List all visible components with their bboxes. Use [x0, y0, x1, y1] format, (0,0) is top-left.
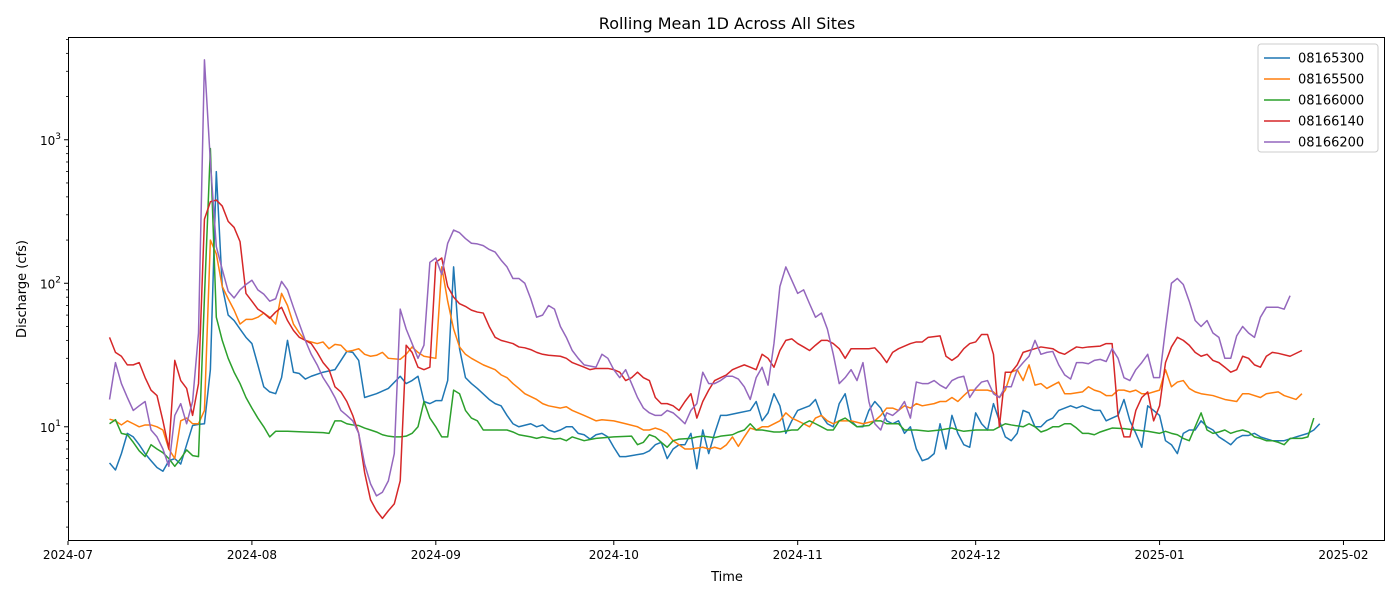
- x-tick-label: 2024-10: [589, 548, 639, 562]
- plot-frame: [68, 37, 1385, 541]
- legend-box: [1257, 43, 1379, 153]
- x-axis-label: Time: [710, 570, 743, 585]
- legend-entry: 08166140: [1298, 115, 1364, 130]
- series-group: [108, 59, 1321, 520]
- legend-entry: 08166000: [1298, 94, 1364, 109]
- x-tick-label: 2025-01: [1134, 548, 1184, 562]
- x-axis: 2024-07 2024-08 2024-09 2024-10 2024-11 2024-…: [43, 541, 1369, 562]
- x-tick-label: 2025-02: [1318, 548, 1368, 562]
- series-line-08165500: [109, 239, 1303, 460]
- x-tick-label: 2024-11: [773, 548, 823, 562]
- legend-entry: 08166200: [1298, 136, 1364, 151]
- x-tick-label: 2024-09: [411, 548, 461, 562]
- y-axis-label: Discharge (cfs): [15, 240, 30, 338]
- x-tick-label: 2024-07: [43, 548, 93, 562]
- series-line-08166200: [108, 59, 1291, 497]
- chart-title: Rolling Mean 1D Across All Sites: [599, 14, 855, 33]
- legend-entry: 08165300: [1298, 52, 1364, 67]
- x-tick-label: 2024-12: [951, 548, 1001, 562]
- series-line-08165300: [108, 170, 1321, 472]
- legend: 08165300 08165500 08166000 08166140 08166200: [1257, 43, 1379, 153]
- x-tick-label: 2024-08: [227, 548, 277, 562]
- legend-entry: 08165500: [1298, 73, 1364, 88]
